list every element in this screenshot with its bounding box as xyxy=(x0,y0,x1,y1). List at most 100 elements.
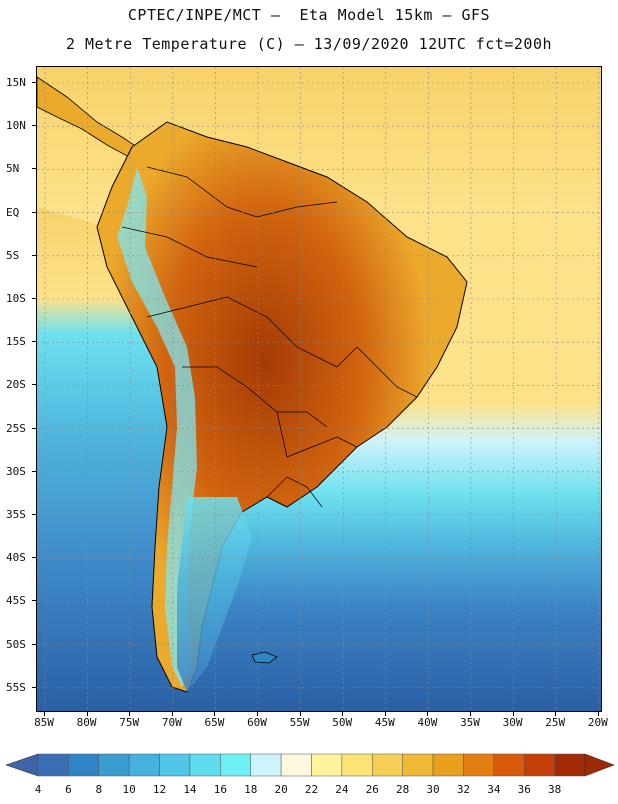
colorbar-label-22: 22 xyxy=(304,783,319,796)
lat-tick xyxy=(32,384,36,386)
lon-tick xyxy=(597,712,599,716)
lon-tick xyxy=(384,712,386,716)
colorbar-label-32: 32 xyxy=(456,783,471,796)
lon-tick xyxy=(470,712,471,716)
lat-label-40s: 40S xyxy=(6,551,26,565)
lat-label-25s: 25S xyxy=(6,421,26,435)
lat-tick xyxy=(32,82,36,83)
lon-label-85w: 85W xyxy=(34,716,54,729)
colorbar-label-12: 12 xyxy=(152,783,167,796)
lon-label-65w: 65W xyxy=(204,716,225,729)
lat-tick xyxy=(32,125,36,127)
lat-tick xyxy=(32,427,36,429)
lon-tick xyxy=(342,712,344,716)
lon-label-20w: 20W xyxy=(587,716,608,729)
lat-label-15s: 15S xyxy=(6,335,26,349)
lat-label-55s: 55S xyxy=(6,680,26,694)
lon-tick xyxy=(86,712,88,716)
colorbar-swatch xyxy=(128,753,160,777)
lat-tick xyxy=(32,254,36,256)
lat-tick xyxy=(32,514,36,515)
colorbar-under-arrow xyxy=(5,753,39,777)
colorbar-swatch xyxy=(402,753,434,777)
colorbar-label-38: 38 xyxy=(547,783,562,796)
lat-tick xyxy=(32,298,36,299)
colorbar-over-arrow xyxy=(584,753,615,777)
andes-cold-band xyxy=(117,167,197,687)
patagonia-cool xyxy=(177,497,252,692)
map-title-line1: CPTEC/INPE/MCT – Eta Model 15km – GFS xyxy=(127,6,491,24)
lat-label-15n: 15N xyxy=(6,76,26,89)
lat-label-5s: 5S xyxy=(6,248,20,262)
lon-tick xyxy=(214,712,216,716)
lon-tick xyxy=(129,712,131,716)
lon-tick xyxy=(299,712,301,716)
colorbar-swatch xyxy=(432,753,464,777)
lon-label-35w: 35W xyxy=(460,716,480,729)
colorbar-swatch xyxy=(250,753,282,777)
colorbar-label-34: 34 xyxy=(487,783,501,796)
map-title-line2: 2 Metre Temperature (C) – 13/09/2020 12U… xyxy=(65,35,553,53)
colorbar-label-18: 18 xyxy=(244,783,258,796)
colorbar-swatch xyxy=(523,753,555,777)
colorbar-label-16: 16 xyxy=(213,783,227,796)
colorbar-label-10: 10 xyxy=(122,783,136,796)
colorbar-label-30: 30 xyxy=(426,783,440,796)
falkland-islands xyxy=(251,651,278,664)
lon-label-75w: 75W xyxy=(119,716,140,729)
colorbar-swatch xyxy=(68,753,100,777)
colorbar-label-8: 8 xyxy=(95,783,103,796)
colorbar-label-36: 36 xyxy=(517,783,531,796)
country-borders xyxy=(121,166,418,508)
lat-label-35s: 35S xyxy=(6,508,26,521)
colorbar-label-28: 28 xyxy=(396,783,410,796)
lon-tick xyxy=(555,712,557,716)
colorbar-swatch xyxy=(98,753,130,777)
lon-label-55w: 55W xyxy=(289,716,310,729)
lat-tick xyxy=(32,643,36,645)
colorbar-label-26: 26 xyxy=(365,783,379,796)
colorbar-swatch xyxy=(554,753,586,777)
colorbar-label-24: 24 xyxy=(335,783,349,796)
lat-label-10n: 10N xyxy=(6,119,26,133)
lat-label-50s: 50S xyxy=(6,637,26,651)
colorbar-swatch xyxy=(37,753,69,777)
colorbar-graphic xyxy=(5,753,615,777)
colorbar-swatch xyxy=(159,753,191,777)
colorbar-swatch xyxy=(311,753,343,777)
lat-label-eq: EQ xyxy=(6,205,20,219)
lon-tick xyxy=(44,712,45,716)
colorbar-swatch xyxy=(280,753,312,777)
lat-tick xyxy=(32,557,36,559)
lon-label-40w: 40W xyxy=(417,716,438,729)
colorbar-label-4: 4 xyxy=(34,783,42,796)
lon-label-60w: 60W xyxy=(247,716,267,729)
lon-tick xyxy=(257,712,258,716)
temperature-colorbar xyxy=(0,750,618,800)
colorbar-swatch xyxy=(493,753,525,777)
lon-label-25w: 25W xyxy=(545,716,566,729)
colorbar-label-20: 20 xyxy=(274,783,288,796)
lon-label-70w: 70W xyxy=(161,716,182,729)
lat-label-30s: 30S xyxy=(6,464,26,478)
lat-tick xyxy=(32,341,36,343)
lat-tick xyxy=(32,686,36,688)
lon-tick xyxy=(512,712,514,716)
map-canvas xyxy=(37,67,601,711)
lon-tick xyxy=(427,712,429,716)
lon-label-50w: 50W xyxy=(332,716,353,729)
lat-label-10s: 10S xyxy=(6,292,26,305)
lon-label-30w: 30W xyxy=(502,716,523,729)
lat-label-20s: 20S xyxy=(6,378,26,392)
lat-tick xyxy=(32,168,36,170)
lon-label-45w: 45W xyxy=(374,716,395,729)
colorbar-swatch xyxy=(189,753,221,777)
lat-label-45s: 45S xyxy=(6,594,26,608)
lon-label-80w: 80W xyxy=(76,716,97,729)
colorbar-swatch xyxy=(341,753,373,777)
lon-tick xyxy=(171,712,173,716)
lat-tick xyxy=(32,470,36,472)
colorbar-label-6: 6 xyxy=(65,783,72,796)
colorbar-swatch xyxy=(220,753,251,777)
graticule xyxy=(37,67,601,711)
